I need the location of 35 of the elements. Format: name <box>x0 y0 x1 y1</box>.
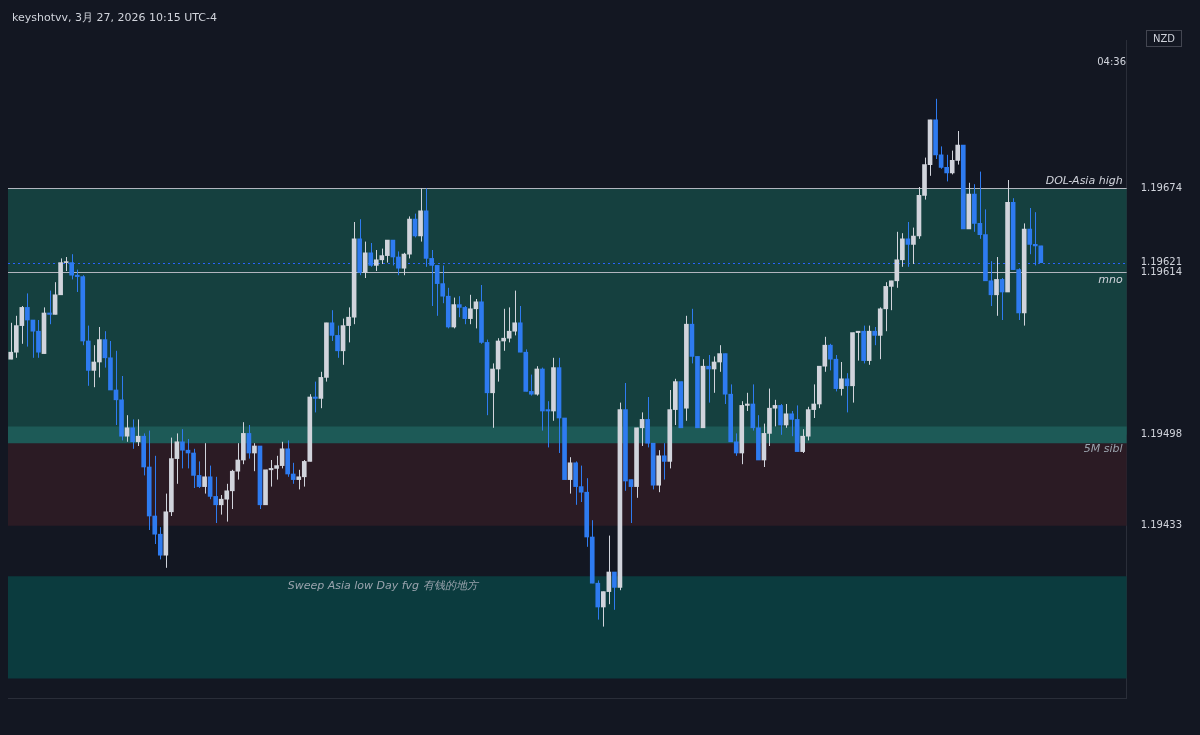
candlestick <box>911 227 916 265</box>
y-tick-label: 1.19614 <box>1140 265 1183 277</box>
y-tick-label: 1.19498 <box>1140 428 1183 440</box>
chart-title: keyshotvv, 3月 27, 2026 10:15 UTC-4 <box>11 10 218 26</box>
y-tick-label: 1.19674 <box>1140 181 1183 193</box>
candlestick <box>47 290 52 325</box>
candlestick <box>25 292 30 348</box>
band-label: 5M sibl <box>1083 441 1123 455</box>
candlestick <box>661 442 667 481</box>
candlestick <box>994 256 999 317</box>
ref-line-label: DOL-Asia high <box>1045 173 1123 187</box>
y-tick-label: 1.19433 <box>1140 519 1183 531</box>
candlestick <box>202 442 207 495</box>
y-axis-title: NZD <box>1145 30 1182 47</box>
candlestick <box>252 442 257 472</box>
candlestick <box>905 221 911 268</box>
candlestick <box>362 241 368 279</box>
candlestick <box>451 297 457 329</box>
candlestick <box>97 326 102 378</box>
candlestick <box>290 462 296 485</box>
candlestick <box>368 242 374 268</box>
candlestick <box>872 326 878 346</box>
candlestick <box>612 571 617 611</box>
candlestick <box>313 381 318 413</box>
ref-line-label: mno <box>1098 272 1123 286</box>
candlestick <box>839 361 844 397</box>
candlestick <box>396 250 401 276</box>
annotation: 04:36 <box>1097 56 1126 67</box>
band-label: Sweep Asia low Day fvg 有钱的地方 <box>287 578 480 592</box>
candlestick <box>706 354 711 404</box>
candlestick <box>717 344 722 373</box>
candlestick <box>124 414 130 443</box>
y-tick-label: 1.19621 <box>1140 256 1183 268</box>
candlestick <box>778 403 783 436</box>
candlestick <box>130 418 135 450</box>
